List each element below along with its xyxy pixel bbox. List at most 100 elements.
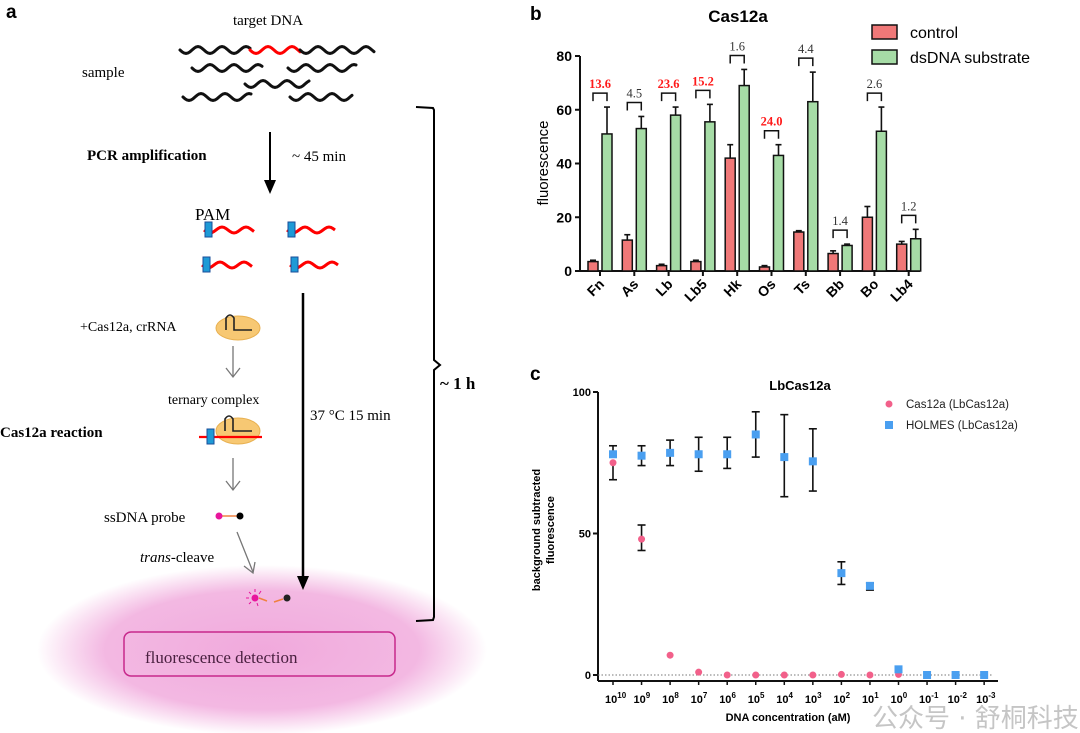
x-tick-label: 104 — [776, 691, 793, 706]
significance-bracket — [866, 92, 883, 102]
bar-dsdna — [772, 154, 785, 272]
dna-strand — [288, 91, 354, 103]
bar-control — [758, 266, 771, 272]
fold-change-label: 1.6 — [729, 39, 745, 53]
bar-control — [793, 231, 805, 272]
amplified-dna — [201, 221, 339, 273]
holmes-data-point — [694, 450, 703, 459]
gray-arrowhead-icon — [225, 480, 241, 492]
x-tick-label: 101 — [862, 691, 879, 706]
fluorescence-glow — [37, 565, 487, 733]
trans-cleave-label: trans-cleave — [140, 550, 214, 566]
panel-a-workflow-diagram: a target DNA sample PCR amplification ~ … — [0, 2, 487, 733]
significance-bracket — [798, 57, 814, 67]
fold-change-label: 1.4 — [832, 214, 848, 228]
pam-label: PAM — [195, 205, 230, 224]
holmes-data-point — [923, 671, 932, 679]
legend-label: Cas12a (LbCas12a) — [906, 399, 1009, 411]
reaction-time: 37 °C 15 min — [310, 408, 391, 424]
x-tick-label: Os — [754, 276, 779, 301]
holmes-data-point — [723, 450, 732, 459]
holmes-data-point — [894, 665, 903, 674]
cas12a-data-point — [837, 670, 845, 678]
bar-control — [655, 264, 668, 272]
x-tick-label: Hk — [720, 276, 744, 300]
bar-control — [621, 239, 634, 272]
sample-label: sample — [82, 65, 125, 81]
legend-label: control — [910, 25, 958, 42]
holmes-data-point — [837, 569, 846, 578]
chart-c-ylabel: fluorescence — [545, 496, 557, 564]
x-tick-label: 107 — [691, 691, 708, 706]
pam-site-icon — [202, 256, 211, 273]
holmes-data-point — [637, 451, 646, 460]
y-tick-label: 0 — [585, 670, 591, 682]
cas12a-data-point — [666, 651, 674, 659]
x-tick-label: 100 — [891, 691, 908, 706]
target-dna-label: target DNA — [233, 13, 303, 29]
x-tick-label: As — [617, 276, 641, 300]
x-tick-label: Fn — [584, 276, 607, 299]
target-dna-strand — [248, 44, 302, 56]
cas12a-data-point — [752, 671, 760, 679]
significance-bracket — [763, 129, 780, 139]
fold-change-label: 24.0 — [761, 115, 783, 129]
x-tick-label: 10-2 — [948, 691, 968, 706]
bar-control — [724, 157, 736, 272]
dna-strand — [298, 44, 376, 56]
fold-change-label: 23.6 — [658, 77, 680, 91]
panel-a-label: a — [6, 2, 17, 23]
x-tick-label: 10-1 — [919, 691, 939, 706]
cas12a-data-point — [866, 671, 874, 679]
significance-bracket — [729, 54, 745, 64]
x-tick-label: 1010 — [605, 691, 627, 706]
panel-c-label: c — [530, 364, 541, 385]
x-tick-label: 106 — [719, 691, 736, 706]
ternary-complex-label: ternary complex — [168, 393, 259, 408]
ssdna-probe-label: ssDNA probe — [104, 510, 186, 526]
x-tick-label: Lb — [652, 276, 675, 299]
significance-bracket — [900, 214, 917, 224]
total-time-bracket — [415, 106, 442, 622]
cleaved-probe-icon — [246, 589, 291, 607]
y-tick-label: 40 — [556, 156, 572, 172]
cas12a-data-point — [809, 671, 817, 679]
y-tick-label: 80 — [556, 48, 572, 64]
chart-c-xlabel: DNA concentration (aM) — [726, 712, 851, 724]
legend-swatch — [871, 24, 898, 40]
fold-change-label: 1.2 — [901, 199, 917, 213]
pam-site-icon — [287, 221, 296, 238]
gray-arrowhead-icon — [225, 367, 241, 379]
reaction-arrowhead-icon — [297, 576, 309, 590]
x-tick-label: 105 — [748, 691, 765, 706]
cas12a-data-point — [780, 671, 788, 679]
cas12a-crrna-label: +Cas12a, crRNA — [80, 320, 177, 335]
bar-control — [690, 260, 702, 272]
holmes-data-point — [780, 453, 789, 462]
significance-bracket — [660, 92, 677, 102]
total-time-label: ~ 1 h — [440, 374, 476, 393]
x-tick-label: 103 — [805, 691, 822, 706]
bar-dsdna — [601, 133, 613, 272]
holmes-data-point — [980, 671, 989, 679]
chart-c-ylabel: background subtracted — [531, 469, 543, 591]
pam-site-icon — [204, 221, 213, 238]
fluorescence-detection-label: fluorescence detection — [145, 648, 298, 667]
holmes-data-point — [865, 581, 874, 590]
cas12a-data-point — [609, 459, 617, 467]
x-tick-label: Ts — [791, 276, 813, 298]
fluorescence-detection-box — [123, 631, 396, 677]
bar-control — [895, 243, 908, 272]
cas12a-crrna-complex-icon — [215, 314, 261, 341]
panel-b-label: b — [530, 4, 542, 25]
bar-dsdna — [875, 130, 888, 272]
legend-label: HOLMES (LbCas12a) — [906, 420, 1018, 432]
cas12a-data-point — [638, 535, 646, 543]
x-tick-label: Bb — [823, 276, 848, 301]
legend-swatch — [871, 49, 898, 65]
bar-dsdna — [841, 244, 853, 272]
bar-control — [587, 260, 599, 272]
bar-dsdna — [669, 114, 682, 272]
y-tick-label: 50 — [579, 529, 591, 541]
